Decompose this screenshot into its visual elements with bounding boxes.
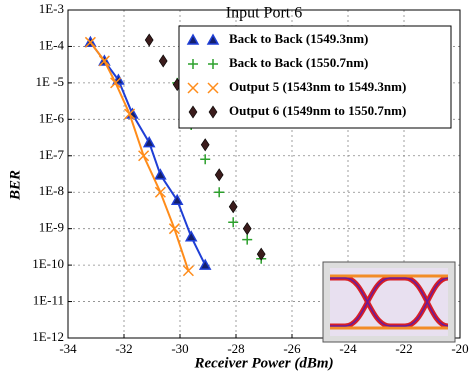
legend-label: Back to Back (1549.3nm) xyxy=(229,31,368,46)
marker-diamond xyxy=(243,223,251,235)
y-tick-label: 1E-11 xyxy=(33,293,64,308)
y-tick-label: 1E -5 xyxy=(35,74,64,89)
x-axis-label: Receiver Power (dBm) xyxy=(193,355,333,371)
eye-diagram-inset xyxy=(323,262,455,342)
marker-diamond xyxy=(159,55,167,67)
marker-plus xyxy=(214,187,224,197)
marker-triangle xyxy=(144,138,154,147)
x-tick-label: -26 xyxy=(283,341,301,356)
x-tick-label: -22 xyxy=(395,341,412,356)
marker-x xyxy=(139,151,149,161)
legend-label: Output 5 (1543nm to 1549.3nm) xyxy=(229,79,406,94)
marker-x xyxy=(183,266,193,276)
x-tick-label: -24 xyxy=(339,341,357,356)
chart-title: Input Port 6 xyxy=(226,5,302,22)
marker-plus xyxy=(228,217,238,227)
x-tick-label: -28 xyxy=(227,341,244,356)
y-tick-label: 1E-4 xyxy=(39,37,65,52)
marker-plus xyxy=(242,235,252,245)
x-tick-label: -20 xyxy=(451,341,468,356)
x-tick-label: -30 xyxy=(171,341,188,356)
marker-diamond xyxy=(145,34,153,46)
marker-x xyxy=(169,224,179,234)
fit-line xyxy=(90,42,188,270)
y-tick-label: 1E-8 xyxy=(39,183,64,198)
marker-diamond xyxy=(215,169,223,181)
y-tick-label: 1E-6 xyxy=(39,110,65,125)
y-tick-label: 1E-9 xyxy=(39,220,64,235)
legend-label: Output 6 (1549nm to 1550.7nm) xyxy=(229,103,406,118)
y-tick-label: 1E-10 xyxy=(32,256,64,271)
marker-triangle xyxy=(186,232,196,241)
marker-triangle xyxy=(155,170,165,179)
marker-diamond xyxy=(201,139,209,151)
x-tick-label: -34 xyxy=(59,341,77,356)
chart: Input Port 6 Receiver Power (dBm) BER 1E… xyxy=(0,0,472,375)
x-tick-label: -32 xyxy=(115,341,132,356)
marker-triangle xyxy=(200,260,210,269)
y-tick-label: 1E-7 xyxy=(39,147,65,162)
legend-label: Back to Back (1550.7nm) xyxy=(229,55,368,70)
y-axis-label: BER xyxy=(7,170,23,201)
y-tick-label: 1E-3 xyxy=(39,1,64,16)
